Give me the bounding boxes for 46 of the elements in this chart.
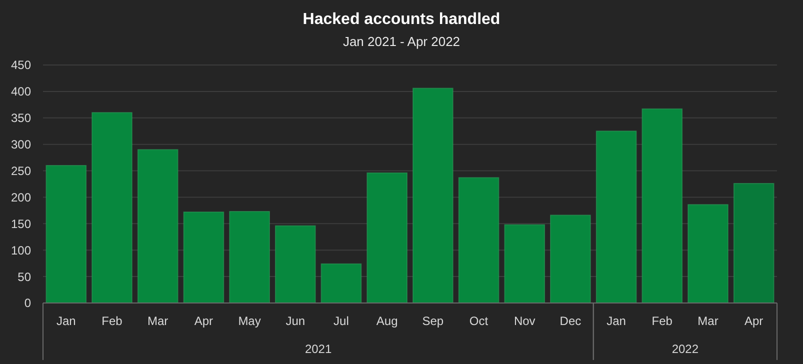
chart-subtitle: Jan 2021 - Apr 2022 <box>342 34 460 49</box>
y-tick-label: 250 <box>10 164 32 178</box>
x-tick-label: Jun <box>286 314 306 328</box>
bar <box>458 177 500 304</box>
bar <box>642 108 683 304</box>
text: 2021 <box>304 342 332 356</box>
y-tick-label: 0 <box>24 296 32 310</box>
x-tick-label: Mar <box>698 314 718 328</box>
bar <box>229 211 270 304</box>
bar <box>183 212 224 304</box>
y-tick-label: 150 <box>10 216 32 231</box>
chart-title: Hacked accounts handled <box>302 11 500 28</box>
y-tick-label: 400 <box>10 84 32 99</box>
x-tick-label: Aug <box>376 314 398 328</box>
y-tick-label: 450 <box>10 58 32 72</box>
x-tick-label: Mar <box>148 314 168 328</box>
y-tick-label: 100 <box>10 243 32 258</box>
y-tick-label: 300 <box>10 138 32 152</box>
bar <box>46 164 87 304</box>
bar <box>688 204 728 304</box>
bar <box>320 263 362 304</box>
x-tick-label: Jan <box>56 314 76 328</box>
bar <box>274 225 316 304</box>
y-tick-label: 200 <box>10 190 32 204</box>
x-tick-label: May <box>238 314 261 328</box>
x-tick-label: Oct <box>469 314 489 328</box>
bar <box>733 182 774 304</box>
x-tick-label: Dec <box>560 314 582 328</box>
x-tick-label: Apr <box>194 314 214 328</box>
x-tick-label: Sep <box>422 314 444 328</box>
text: 2022 <box>672 342 699 356</box>
x-tick-label: Jul <box>334 314 349 328</box>
bar <box>596 130 637 304</box>
x-tick-label: Feb <box>102 314 123 328</box>
y-tick-label: 50 <box>18 270 32 284</box>
bar <box>412 88 454 304</box>
bar <box>366 172 408 304</box>
x-tick-label: Feb <box>652 314 673 328</box>
bar <box>504 224 546 304</box>
x-tick-label: Nov <box>514 314 536 328</box>
x-tick-label: Jan <box>606 314 626 328</box>
x-tick-label: Apr <box>744 314 764 328</box>
bar <box>92 112 132 304</box>
bar <box>550 214 591 304</box>
y-tick-label: 350 <box>10 111 32 126</box>
bar <box>137 149 178 304</box>
